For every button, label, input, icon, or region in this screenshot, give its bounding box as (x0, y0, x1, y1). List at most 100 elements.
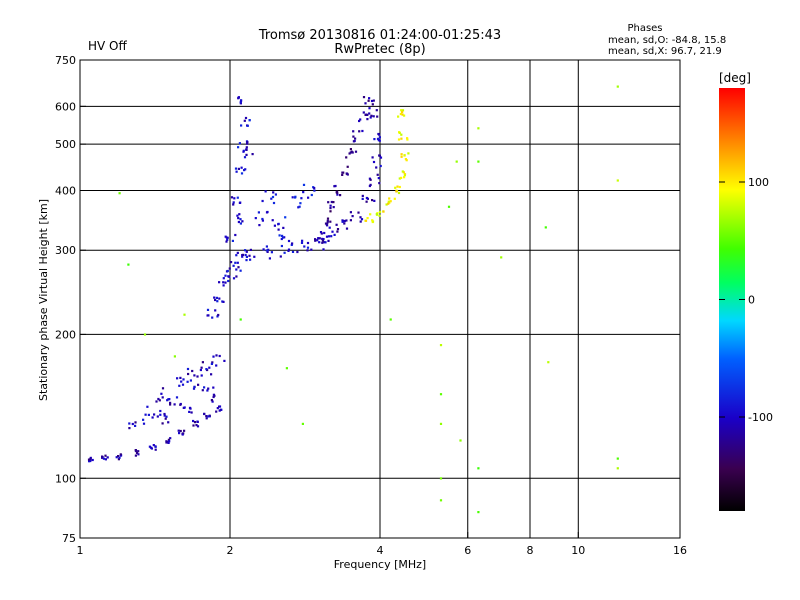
data-point (251, 153, 254, 156)
data-point (334, 184, 337, 188)
data-point (616, 467, 619, 470)
data-point (287, 249, 290, 252)
data-point (241, 255, 244, 258)
data-point (349, 151, 352, 154)
data-point (137, 453, 140, 456)
y-tick-label: 300 (55, 244, 76, 257)
data-point (398, 131, 401, 134)
data-point (369, 116, 372, 119)
data-point (248, 254, 251, 257)
data-point (233, 197, 236, 200)
data-point (378, 210, 382, 214)
data-point (361, 197, 364, 200)
data-point (222, 277, 225, 280)
data-point (361, 194, 364, 197)
data-point (205, 415, 208, 418)
data-point (192, 424, 195, 427)
data-point (236, 261, 239, 264)
data-point (101, 456, 104, 459)
data-point (439, 422, 443, 425)
data-point (294, 195, 297, 198)
data-point (237, 217, 240, 220)
data-point (273, 224, 276, 227)
data-point (287, 239, 291, 243)
data-point (378, 133, 381, 136)
data-point (245, 250, 248, 253)
data-point (349, 148, 352, 151)
data-point (161, 396, 164, 399)
data-point (301, 422, 304, 425)
data-point (279, 255, 282, 258)
plot-frame (79, 59, 681, 539)
data-point (215, 296, 218, 299)
data-point (354, 137, 357, 140)
data-point (368, 97, 371, 100)
data-point (230, 261, 233, 264)
data-point (196, 420, 199, 423)
data-point (115, 456, 118, 459)
data-point (183, 313, 186, 316)
data-point (330, 235, 333, 238)
data-point (375, 109, 378, 112)
data-point (300, 241, 304, 244)
data-point (401, 170, 404, 173)
data-point (373, 199, 376, 202)
data-point (378, 136, 381, 139)
data-point (371, 103, 374, 106)
data-point (366, 118, 369, 121)
data-point (228, 267, 231, 270)
data-point (216, 315, 219, 318)
phase-stats-o: mean, sd,O: -84.8, 15.8 (608, 35, 726, 46)
y-axis-label: Stationary phase Virtual Height [km] (37, 199, 50, 401)
data-point (190, 411, 193, 414)
data-point (403, 176, 406, 179)
data-point (268, 257, 271, 260)
data-point (245, 148, 248, 151)
data-point (169, 437, 172, 440)
data-point (396, 185, 399, 188)
data-point (316, 239, 319, 242)
data-point (455, 160, 458, 163)
data-point (205, 368, 208, 371)
data-point (158, 399, 161, 402)
data-point (119, 453, 122, 456)
data-point (201, 361, 204, 364)
phases-heading: Phases (627, 23, 662, 34)
data-point (163, 412, 166, 416)
data-point (314, 238, 317, 241)
data-point (375, 213, 378, 216)
data-point (277, 228, 280, 231)
data-point (303, 245, 306, 248)
data-point (367, 99, 370, 102)
data-point (341, 219, 344, 222)
data-point (159, 413, 162, 416)
data-point (163, 414, 166, 417)
data-point (169, 401, 172, 404)
data-point (243, 156, 247, 159)
data-point (258, 224, 261, 227)
data-point (177, 429, 180, 432)
data-point (168, 440, 171, 443)
data-point (218, 405, 222, 408)
data-point (214, 298, 217, 302)
data-point (291, 250, 295, 253)
data-point (235, 275, 238, 278)
data-point (234, 167, 238, 170)
data-point (400, 133, 403, 136)
data-point (240, 166, 243, 169)
data-point (354, 150, 358, 153)
data-point (371, 199, 374, 202)
data-point (228, 275, 231, 278)
data-point (400, 109, 403, 112)
data-point (159, 409, 162, 413)
data-point (326, 221, 329, 224)
data-point (270, 251, 273, 254)
data-point (237, 266, 240, 269)
data-point (213, 296, 216, 299)
data-point (218, 409, 221, 412)
data-point (210, 373, 213, 376)
data-point (358, 130, 361, 133)
data-point (327, 201, 330, 204)
data-point (278, 234, 281, 237)
data-point (281, 234, 284, 237)
